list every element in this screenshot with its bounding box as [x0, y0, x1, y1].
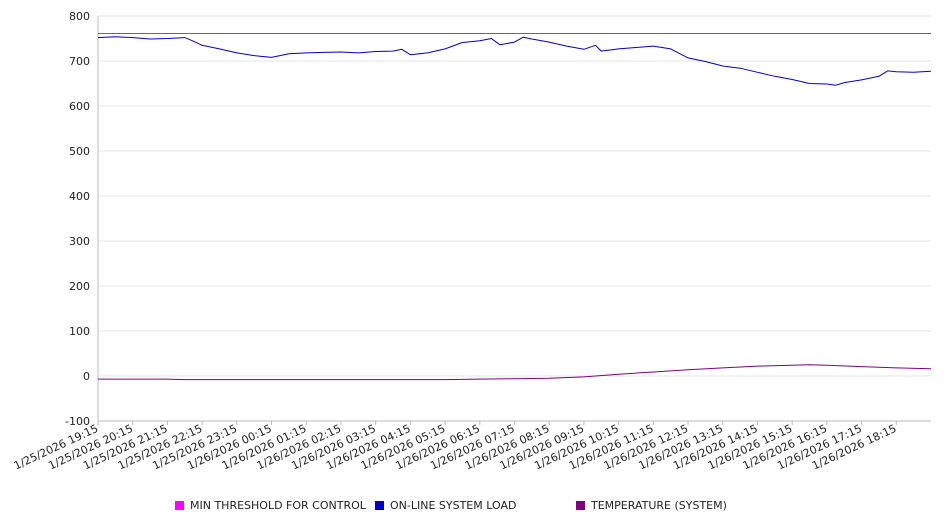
legend-label: ON-LINE SYSTEM LOAD [390, 498, 517, 512]
y-tick-label: 200 [69, 280, 90, 293]
legend-label: TEMPERATURE (SYSTEM) [591, 498, 727, 512]
series-line-3 [98, 364, 932, 381]
y-tick-label: 300 [69, 235, 90, 248]
legend-label: MIN THRESHOLD FOR CONTROL [190, 498, 366, 512]
y-tick-label: -100 [65, 415, 90, 428]
series-lines [97, 33, 932, 381]
legend-item: ON-LINE SYSTEM LOAD [375, 497, 516, 513]
y-tick-label: 0 [83, 370, 90, 383]
axes [97, 16, 931, 422]
legend-swatch [175, 500, 184, 510]
x-axis-tick-labels: 1/25/2026 19:151/25/2026 20:151/25/2026 … [12, 421, 899, 472]
y-tick-label: 700 [69, 55, 90, 68]
y-axis-tick-labels: 800 700 600 500 400 300 200 100 0 -100 [65, 10, 90, 428]
y-tick-label: 400 [69, 190, 90, 203]
y-tick-label: 500 [69, 145, 90, 158]
legend: MIN THRESHOLD FOR CONTROL ON-LINE SYSTEM … [0, 497, 946, 517]
y-tick-label: 600 [69, 100, 90, 113]
horizontal-gridlines [98, 15, 931, 422]
legend-swatch [375, 500, 384, 510]
legend-item: MIN THRESHOLD FOR CONTROL [175, 497, 366, 513]
y-tick-label: 800 [69, 10, 90, 23]
legend-swatch [576, 500, 585, 510]
y-tick-label: 100 [69, 325, 90, 338]
series-line-2 [97, 36, 932, 86]
legend-item: TEMPERATURE (SYSTEM) [576, 497, 727, 513]
